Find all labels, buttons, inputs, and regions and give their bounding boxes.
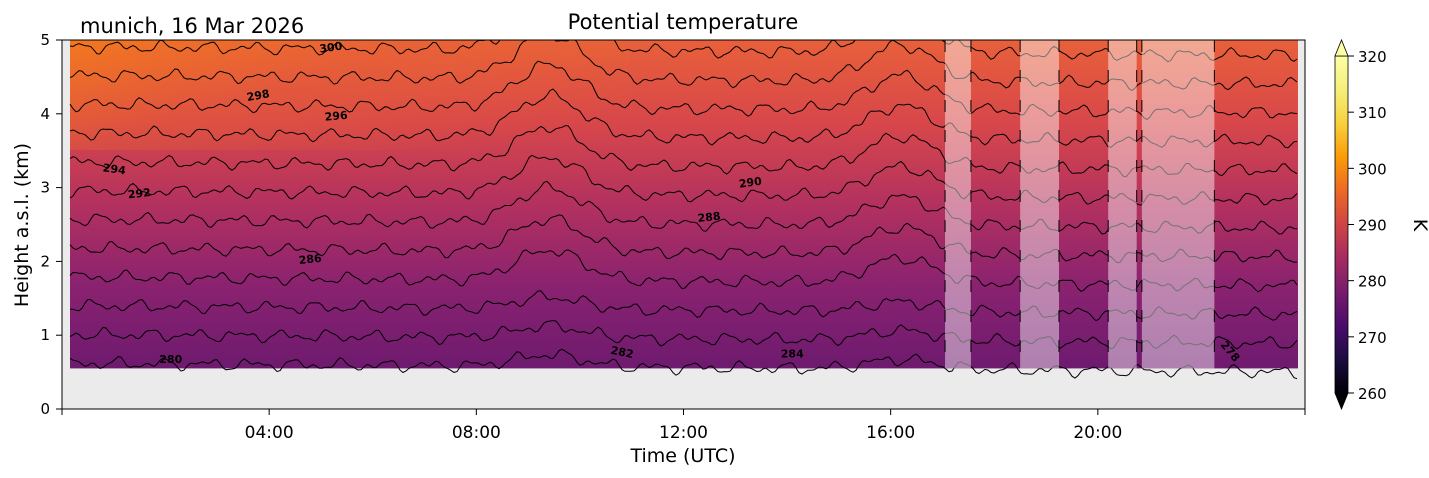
colorbar: 260 270 280 290 300 310 320 K — [1334, 38, 1429, 411]
contour-label: 290 — [738, 175, 763, 191]
y-axis-label: Height a.s.l. (km) — [11, 143, 33, 307]
colorbar-extend-bottom — [1334, 392, 1349, 411]
x-axis-label: Time (UTC) — [629, 445, 735, 467]
contour-lines — [69, 40, 1298, 380]
colorbar-tick-label: 270 — [1358, 329, 1387, 347]
colorbar-label: K — [1409, 219, 1429, 232]
contour-line-298 — [69, 40, 1298, 92]
contour-label: 286 — [298, 252, 323, 267]
colorbar-gradient — [1334, 55, 1349, 394]
y-tick-label: 3 — [40, 179, 50, 197]
colorbar-extend-top — [1334, 38, 1349, 57]
y-tick-label: 2 — [40, 252, 50, 270]
contour-line-278 — [69, 348, 1298, 380]
contour-line-284 — [69, 249, 1298, 293]
colorbar-tick-label: 290 — [1358, 217, 1387, 235]
contour-line-280 — [69, 319, 1298, 350]
y-tick-label: 0 — [40, 400, 50, 418]
masked-region — [1141, 40, 1215, 369]
masked-region — [1108, 40, 1137, 369]
y-tick-label: 5 — [40, 31, 50, 49]
colorbar-tick-label: 260 — [1358, 385, 1387, 403]
contour-line-290 — [69, 154, 1298, 206]
location-date-label: munich, 16 Mar 2026 — [80, 14, 304, 38]
contour-label: 284 — [781, 347, 804, 360]
contour-label: 282 — [609, 344, 634, 361]
colorbar-ticks: 260 270 280 290 300 310 320 — [1348, 48, 1387, 403]
x-tick-label: 12:00 — [659, 423, 708, 443]
contour-label: 294 — [102, 161, 127, 177]
x-tick-label: 16:00 — [866, 423, 915, 443]
contour-line-292 — [69, 125, 1298, 178]
contour-label: 296 — [324, 109, 348, 124]
colorbar-tick-label: 320 — [1358, 48, 1387, 66]
x-tick-label: 08:00 — [452, 423, 501, 443]
y-axis-ticks: 0 1 2 3 4 5 — [40, 31, 62, 418]
colorbar-tick-label: 300 — [1358, 160, 1387, 178]
x-tick-label: 04:00 — [245, 423, 294, 443]
contour-line-286 — [69, 214, 1298, 264]
contour-label: 298 — [246, 87, 271, 104]
y-tick-label: 4 — [40, 105, 50, 123]
contour-line-296 — [69, 60, 1298, 121]
colorbar-tick-label: 280 — [1358, 273, 1387, 291]
x-axis-ticks: 04:00 08:00 12:00 16:00 20:00 — [61, 409, 1306, 443]
contour-label: 280 — [159, 353, 182, 366]
x-tick-label: 20:00 — [1073, 423, 1122, 443]
masked-region — [1020, 40, 1059, 369]
contour-label: 300 — [319, 40, 344, 56]
contour-label: 292 — [127, 186, 151, 201]
masked-regions — [944, 40, 1215, 369]
y-tick-label: 1 — [40, 326, 50, 344]
temperature-field-warm-overlay — [70, 40, 630, 150]
contour-label: 288 — [697, 210, 721, 225]
contour-line-288 — [69, 180, 1298, 235]
contour-line-282 — [69, 290, 1298, 322]
colorbar-tick-label: 310 — [1358, 104, 1387, 122]
contour-line-300 — [69, 40, 1298, 63]
contour-line-294 — [69, 88, 1298, 149]
masked-region — [945, 40, 971, 369]
chart-title: Potential temperature — [568, 10, 799, 34]
